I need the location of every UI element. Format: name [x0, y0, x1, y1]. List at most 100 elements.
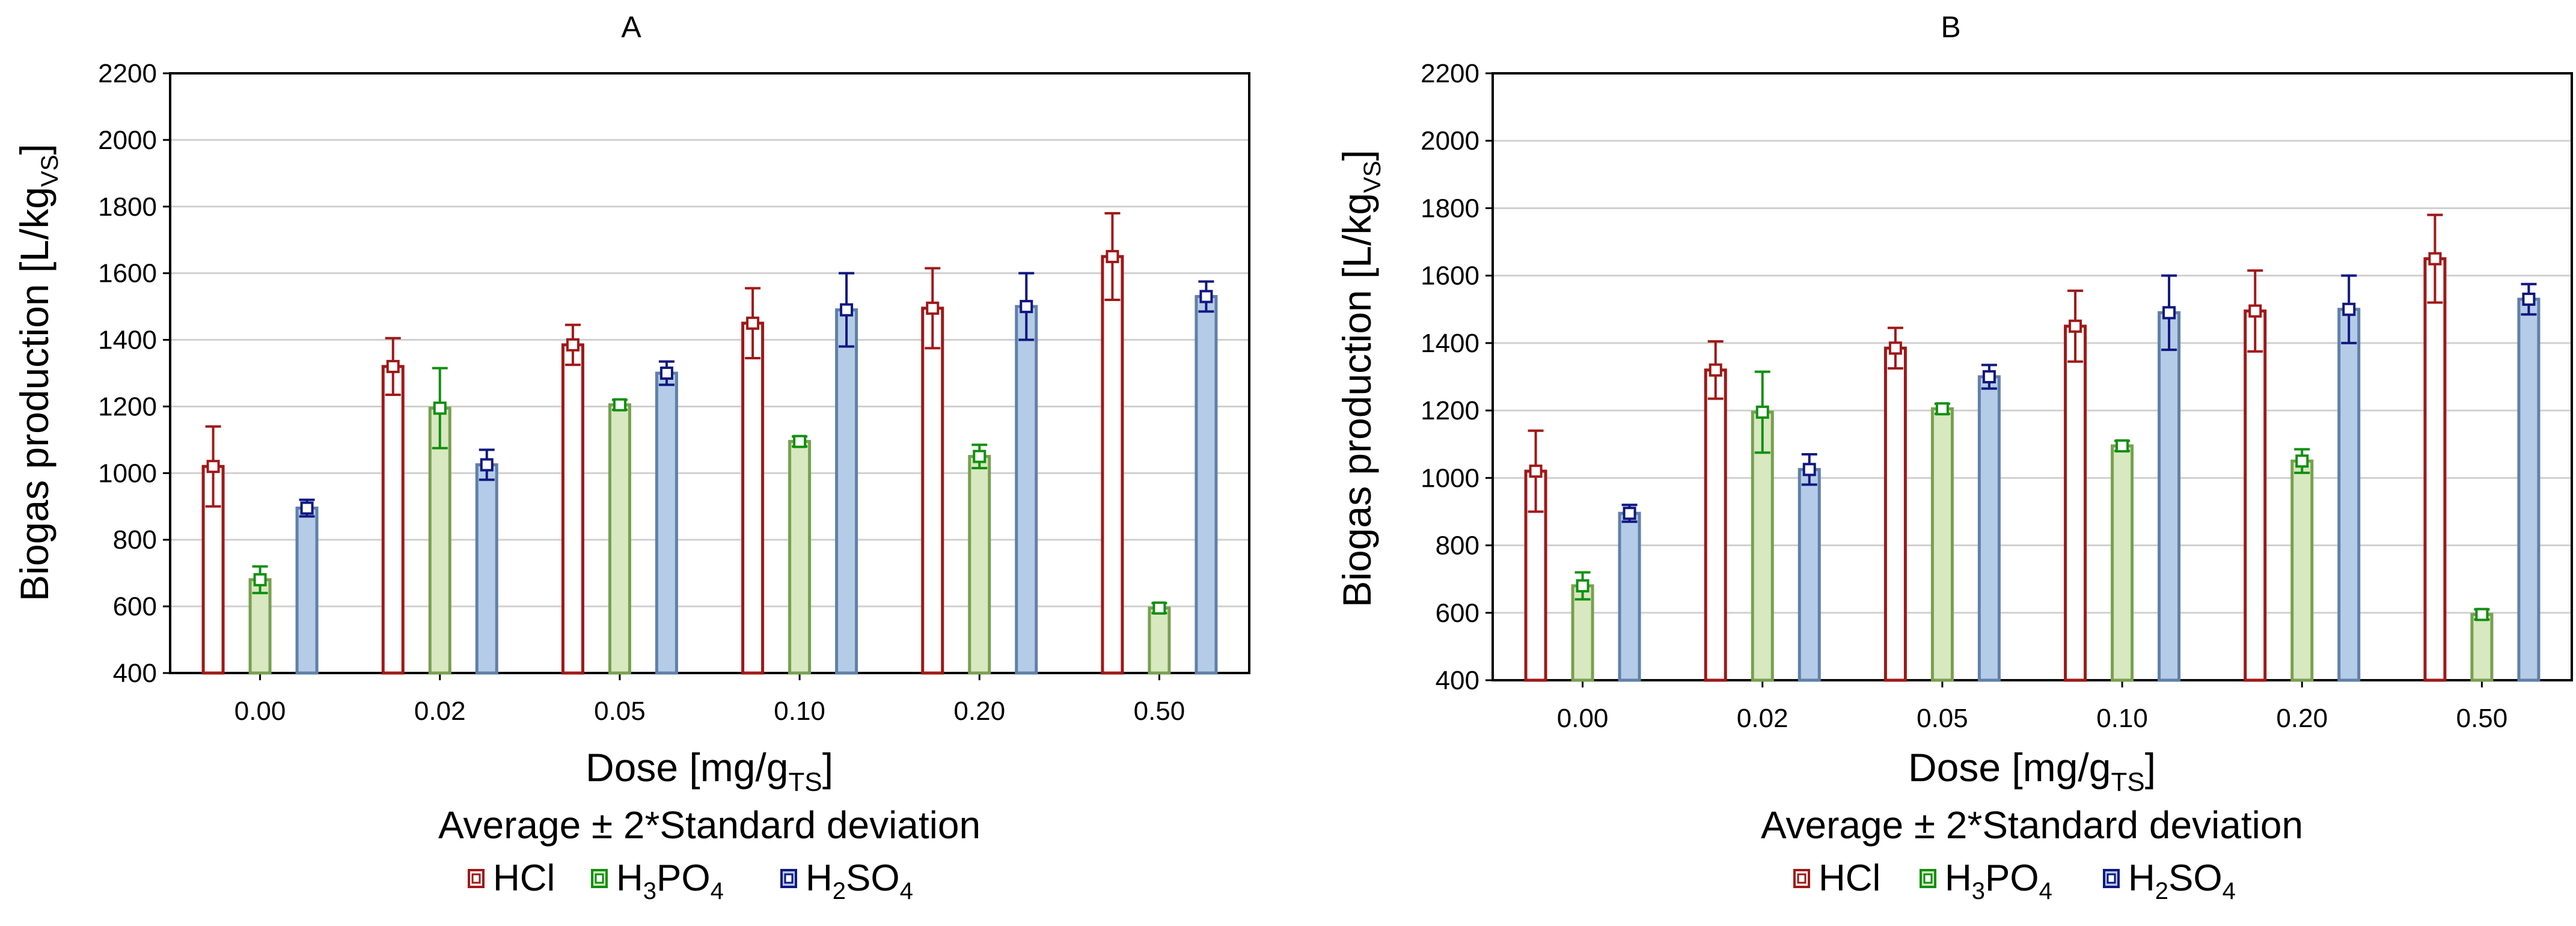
x-tick-label: 0.50 — [1134, 696, 1186, 726]
legend-swatch-marker — [1797, 873, 1807, 884]
plot-frame — [1491, 72, 2573, 681]
mean-marker — [926, 301, 940, 315]
y-tick-label: 1400 — [98, 326, 157, 355]
y-axis-label: Biogas production [L/kgVS] — [1335, 150, 1386, 607]
y-tick-label: 1400 — [1421, 329, 1479, 358]
y-axis-label: Biogas production [L/kgVS] — [12, 144, 63, 601]
mean-marker — [1982, 370, 1996, 383]
legend-label-0: HCl — [493, 857, 555, 899]
x-tick-label: 0.00 — [1557, 704, 1609, 733]
mean-marker — [1106, 249, 1119, 263]
x-tick-label: 0.10 — [2096, 704, 2148, 733]
bar-h3po4 — [608, 403, 631, 675]
bar-h2so4 — [835, 308, 858, 675]
x-tick-label: 0.02 — [1737, 704, 1788, 733]
x-tick-label: 0.02 — [414, 696, 466, 726]
legend-label-2: H2SO4 — [2128, 857, 2236, 904]
legend-swatch-marker — [471, 873, 481, 884]
mean-marker — [2342, 302, 2356, 316]
bar-h2so4 — [1195, 294, 1218, 675]
legend-label-0: HCl — [1819, 857, 1880, 899]
chart-subtitle: Average ± 2*Standard deviation — [1761, 803, 2303, 847]
mean-marker — [2475, 608, 2489, 621]
x-tick-label: 0.00 — [234, 696, 286, 726]
mean-marker — [1529, 465, 1543, 478]
mean-marker — [480, 458, 494, 472]
mean-marker — [1935, 402, 1949, 416]
y-tick-label: 2200 — [1421, 59, 1479, 88]
mean-marker — [566, 338, 580, 352]
bar-hcl — [1883, 346, 1907, 682]
mean-marker — [2069, 319, 2082, 333]
y-tick-label: 800 — [113, 525, 157, 555]
mean-marker — [840, 303, 854, 317]
mean-marker — [433, 401, 447, 415]
bar-h2so4 — [2158, 311, 2181, 682]
mean-marker — [1152, 601, 1166, 615]
bar-h3po4 — [2111, 444, 2134, 682]
mean-marker — [1020, 300, 1033, 314]
mean-marker — [2428, 252, 2442, 266]
y-tick-label: 1000 — [1421, 463, 1479, 493]
x-axis-label: Dose [mg/gTS] — [1908, 745, 2156, 797]
mean-marker — [2248, 304, 2262, 318]
bar-h3po4 — [968, 455, 991, 675]
y-tick-label: 1200 — [98, 392, 157, 421]
bar-hcl — [2064, 324, 2087, 682]
legend: HCl H3PO4 H2SO4 — [468, 857, 913, 904]
bar-h2so4 — [2337, 308, 2361, 682]
bar-h3po4 — [2470, 613, 2494, 682]
chart-subtitle: Average ± 2*Standard deviation — [438, 803, 981, 847]
bar-h3po4 — [2290, 459, 2314, 682]
x-tick-label: 0.20 — [2276, 704, 2328, 733]
mean-marker — [1576, 579, 1589, 592]
mean-marker — [793, 434, 807, 448]
mean-marker — [1709, 363, 1722, 377]
bar-h2so4 — [655, 371, 678, 675]
legend-swatch-marker — [784, 873, 794, 884]
chart-title: A — [621, 10, 641, 44]
legend-swatch-marker — [2106, 873, 2116, 884]
y-tick-label: 1000 — [98, 458, 157, 488]
chart-title: B — [1941, 10, 1960, 44]
mean-marker — [613, 398, 626, 412]
bar-h2so4 — [1797, 468, 1821, 682]
y-tick-label: 400 — [113, 659, 157, 688]
chart-panel-b: 400 600 800 1000 1200 1400 1600 1800 2000 2200 0.0… — [1335, 10, 2573, 904]
y-tick-label: 2200 — [98, 59, 157, 88]
bar-h3po4 — [1571, 584, 1594, 682]
mean-marker — [2295, 454, 2309, 468]
mean-marker — [1623, 507, 1636, 520]
legend-label-2: H2SO4 — [806, 857, 913, 904]
bar-h3po4 — [788, 440, 812, 675]
mean-marker — [206, 460, 220, 474]
mean-marker — [1888, 341, 1902, 355]
legend-swatch-0 — [468, 869, 485, 888]
mean-marker — [253, 573, 267, 586]
bar-hcl — [381, 365, 405, 675]
y-tick-label: 1800 — [98, 192, 157, 222]
mean-marker — [2116, 439, 2129, 453]
bar-h3po4 — [1930, 407, 1954, 682]
y-tick-label: 2000 — [98, 126, 157, 155]
mean-marker — [2522, 292, 2536, 306]
y-tick-label: 800 — [1436, 531, 1479, 561]
x-tick-label: 0.05 — [1917, 704, 1968, 733]
mean-marker — [659, 367, 673, 380]
x-tick-label: 0.50 — [2456, 704, 2508, 733]
bar-h2so4 — [2517, 297, 2541, 682]
x-tick-label: 0.10 — [774, 696, 825, 726]
y-tick-label: 600 — [113, 592, 157, 621]
y-tick-label: 1600 — [98, 259, 157, 288]
mean-marker — [2162, 306, 2176, 320]
bar-h2so4 — [1015, 305, 1038, 675]
y-tick-label: 1800 — [1421, 193, 1479, 223]
y-tick-label: 2000 — [1421, 126, 1479, 156]
y-tick-label: 1600 — [1421, 261, 1479, 291]
chart-panel-a: 400 600 800 1000 1200 1400 1600 1800 2000 2200 0.0… — [12, 10, 1250, 904]
plot-frame — [169, 72, 1250, 674]
bar-hcl — [2244, 309, 2267, 682]
legend-label-1: H3PO4 — [1945, 857, 2052, 904]
y-tick-label: 400 — [1436, 666, 1479, 695]
bar-hcl — [741, 321, 765, 675]
